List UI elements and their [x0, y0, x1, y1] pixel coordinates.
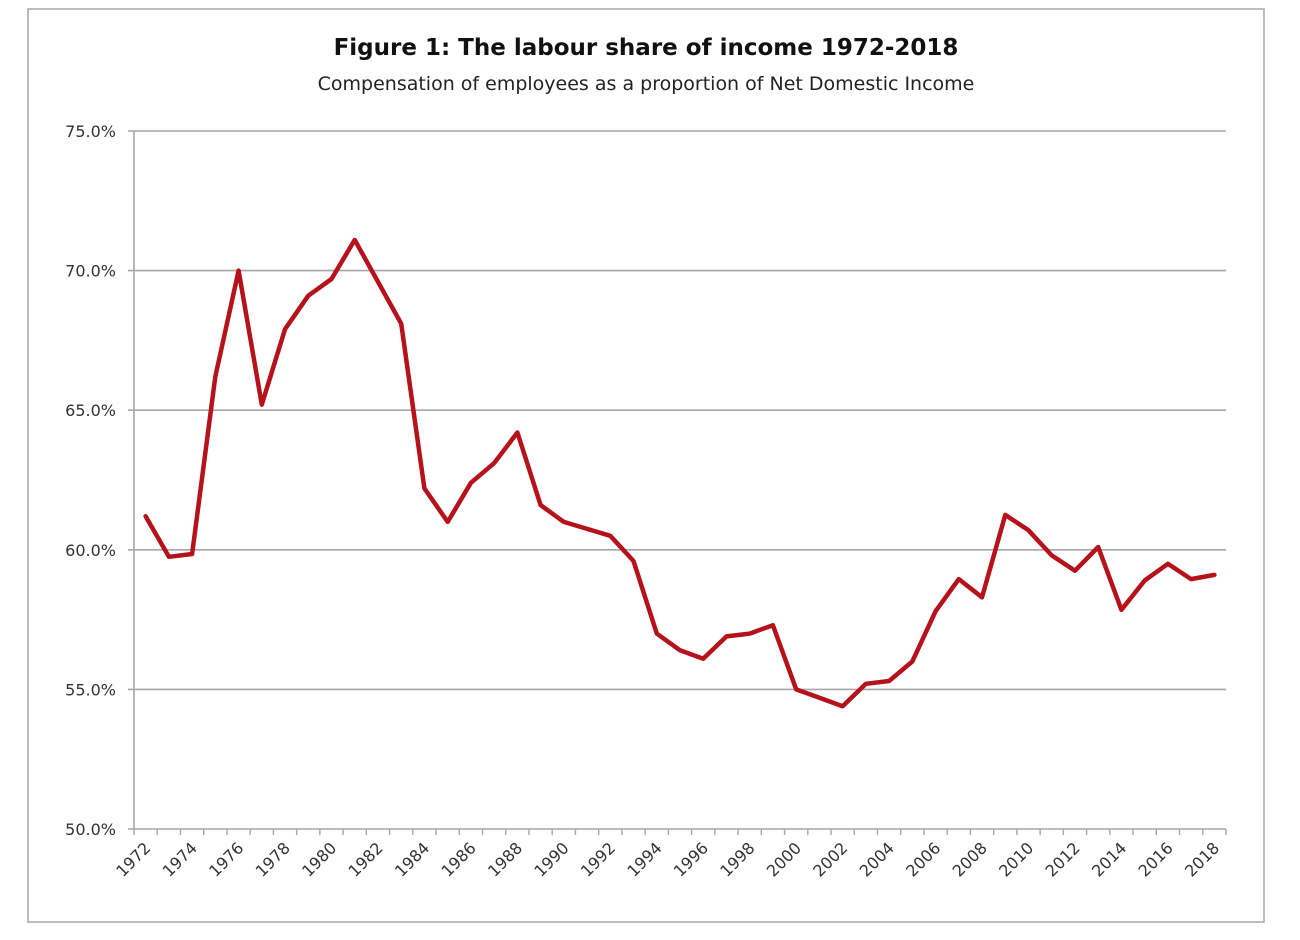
chart-title: Figure 1: The labour share of income 197…: [334, 35, 959, 61]
y-tick-label: 60.0%: [65, 541, 116, 560]
y-tick-label: 70.0%: [65, 262, 116, 281]
series-line: [143, 237, 1217, 709]
x-tick-label: 2000: [763, 838, 805, 880]
x-tick-label: 1996: [670, 838, 712, 880]
x-tick-label: 1988: [484, 838, 526, 880]
x-tick-label: 1984: [391, 838, 433, 880]
x-tick-label: 1986: [437, 838, 479, 880]
x-tick-label: 1976: [205, 838, 247, 880]
y-tick-label: 65.0%: [65, 401, 116, 420]
x-tick-label: 1998: [716, 838, 758, 880]
x-tick-label: 2006: [902, 838, 944, 880]
chart-frame: [27, 8, 1265, 923]
x-tick-label: 2010: [995, 838, 1037, 880]
x-tick-label: 2012: [1042, 838, 1084, 880]
x-tick-label: 1992: [577, 838, 619, 880]
x-tick-label: 2014: [1088, 838, 1130, 880]
x-tick-label: 1978: [252, 838, 294, 880]
x-tick-label: 1982: [345, 838, 387, 880]
y-tick-label: 75.0%: [65, 122, 116, 141]
x-tick-label: 1994: [623, 838, 665, 880]
x-tick-label: 2008: [949, 838, 991, 880]
y-tick-label: 55.0%: [65, 680, 116, 699]
chart-subtitle: Compensation of employees as a proportio…: [318, 73, 975, 95]
x-tick-label: 2018: [1181, 838, 1223, 880]
x-tick-label: 1974: [159, 838, 201, 880]
x-tick-label: 2004: [856, 838, 898, 880]
x-tick-label: 1972: [112, 838, 154, 880]
x-tick-label: 1990: [530, 838, 572, 880]
x-tick-label: 1980: [298, 838, 340, 880]
y-tick-label: 50.0%: [65, 820, 116, 839]
x-tick-label: 2002: [809, 838, 851, 880]
x-tick-label: 2016: [1135, 838, 1177, 880]
